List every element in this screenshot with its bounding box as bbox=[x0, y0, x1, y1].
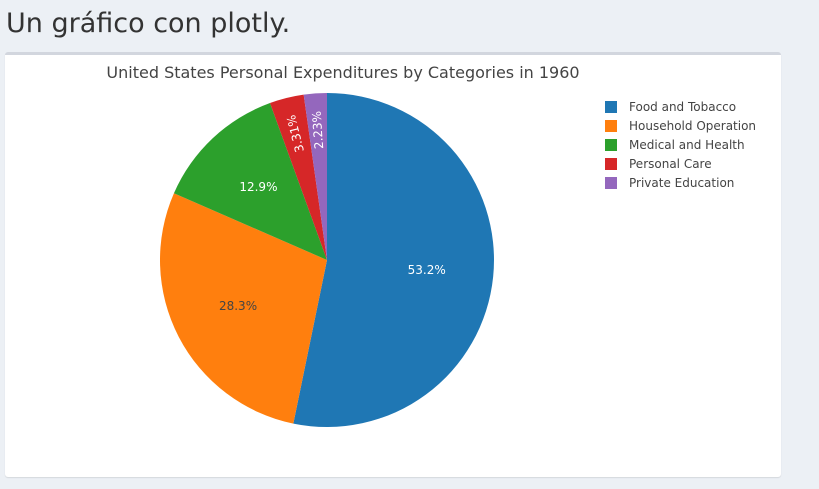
pie-slices bbox=[159, 93, 494, 427]
page-title: Un gráfico con plotly. bbox=[6, 8, 291, 39]
pie-slice-medical-and-health[interactable] bbox=[173, 103, 327, 260]
chart-title: United States Personal Expenditures by C… bbox=[106, 63, 579, 82]
legend-swatch bbox=[605, 101, 617, 113]
legend-swatch bbox=[605, 177, 617, 189]
pie-slice-household-operation[interactable] bbox=[159, 193, 327, 424]
legend-swatch bbox=[605, 120, 617, 132]
legend-label: Personal Care bbox=[629, 157, 712, 171]
pie-slice-private-education[interactable] bbox=[303, 93, 327, 260]
pie-slice-food-and-tobacco[interactable] bbox=[293, 93, 494, 427]
legend-label: Food and Tobacco bbox=[629, 100, 736, 114]
legend-label: Medical and Health bbox=[629, 138, 745, 152]
pie-label-household-operation: 28.3% bbox=[219, 299, 257, 313]
legend-item-medical-and-health[interactable]: Medical and Health bbox=[605, 138, 745, 152]
legend-swatch bbox=[605, 139, 617, 151]
legend-item-personal-care[interactable]: Personal Care bbox=[605, 157, 712, 171]
legend-item-household-operation[interactable]: Household Operation bbox=[605, 119, 756, 133]
legend-item-food-and-tobacco[interactable]: Food and Tobacco bbox=[605, 100, 736, 114]
pie-label-private-education: 2.23% bbox=[310, 111, 327, 150]
legend-label: Private Education bbox=[629, 176, 734, 190]
legend-item-private-education[interactable]: Private Education bbox=[605, 176, 734, 190]
pie-label-food-and-tobacco: 53.2% bbox=[408, 263, 446, 277]
pie-slice-personal-care[interactable] bbox=[270, 94, 327, 260]
chart-panel: United States Personal Expenditures by C… bbox=[5, 52, 781, 477]
pie-chart: United States Personal Expenditures by C… bbox=[106, 63, 756, 427]
pie-label-medical-and-health: 12.9% bbox=[239, 180, 277, 194]
legend: Food and Tobacco Household Operation Medic… bbox=[605, 100, 756, 190]
legend-label: Household Operation bbox=[629, 119, 756, 133]
legend-swatch bbox=[605, 158, 617, 170]
